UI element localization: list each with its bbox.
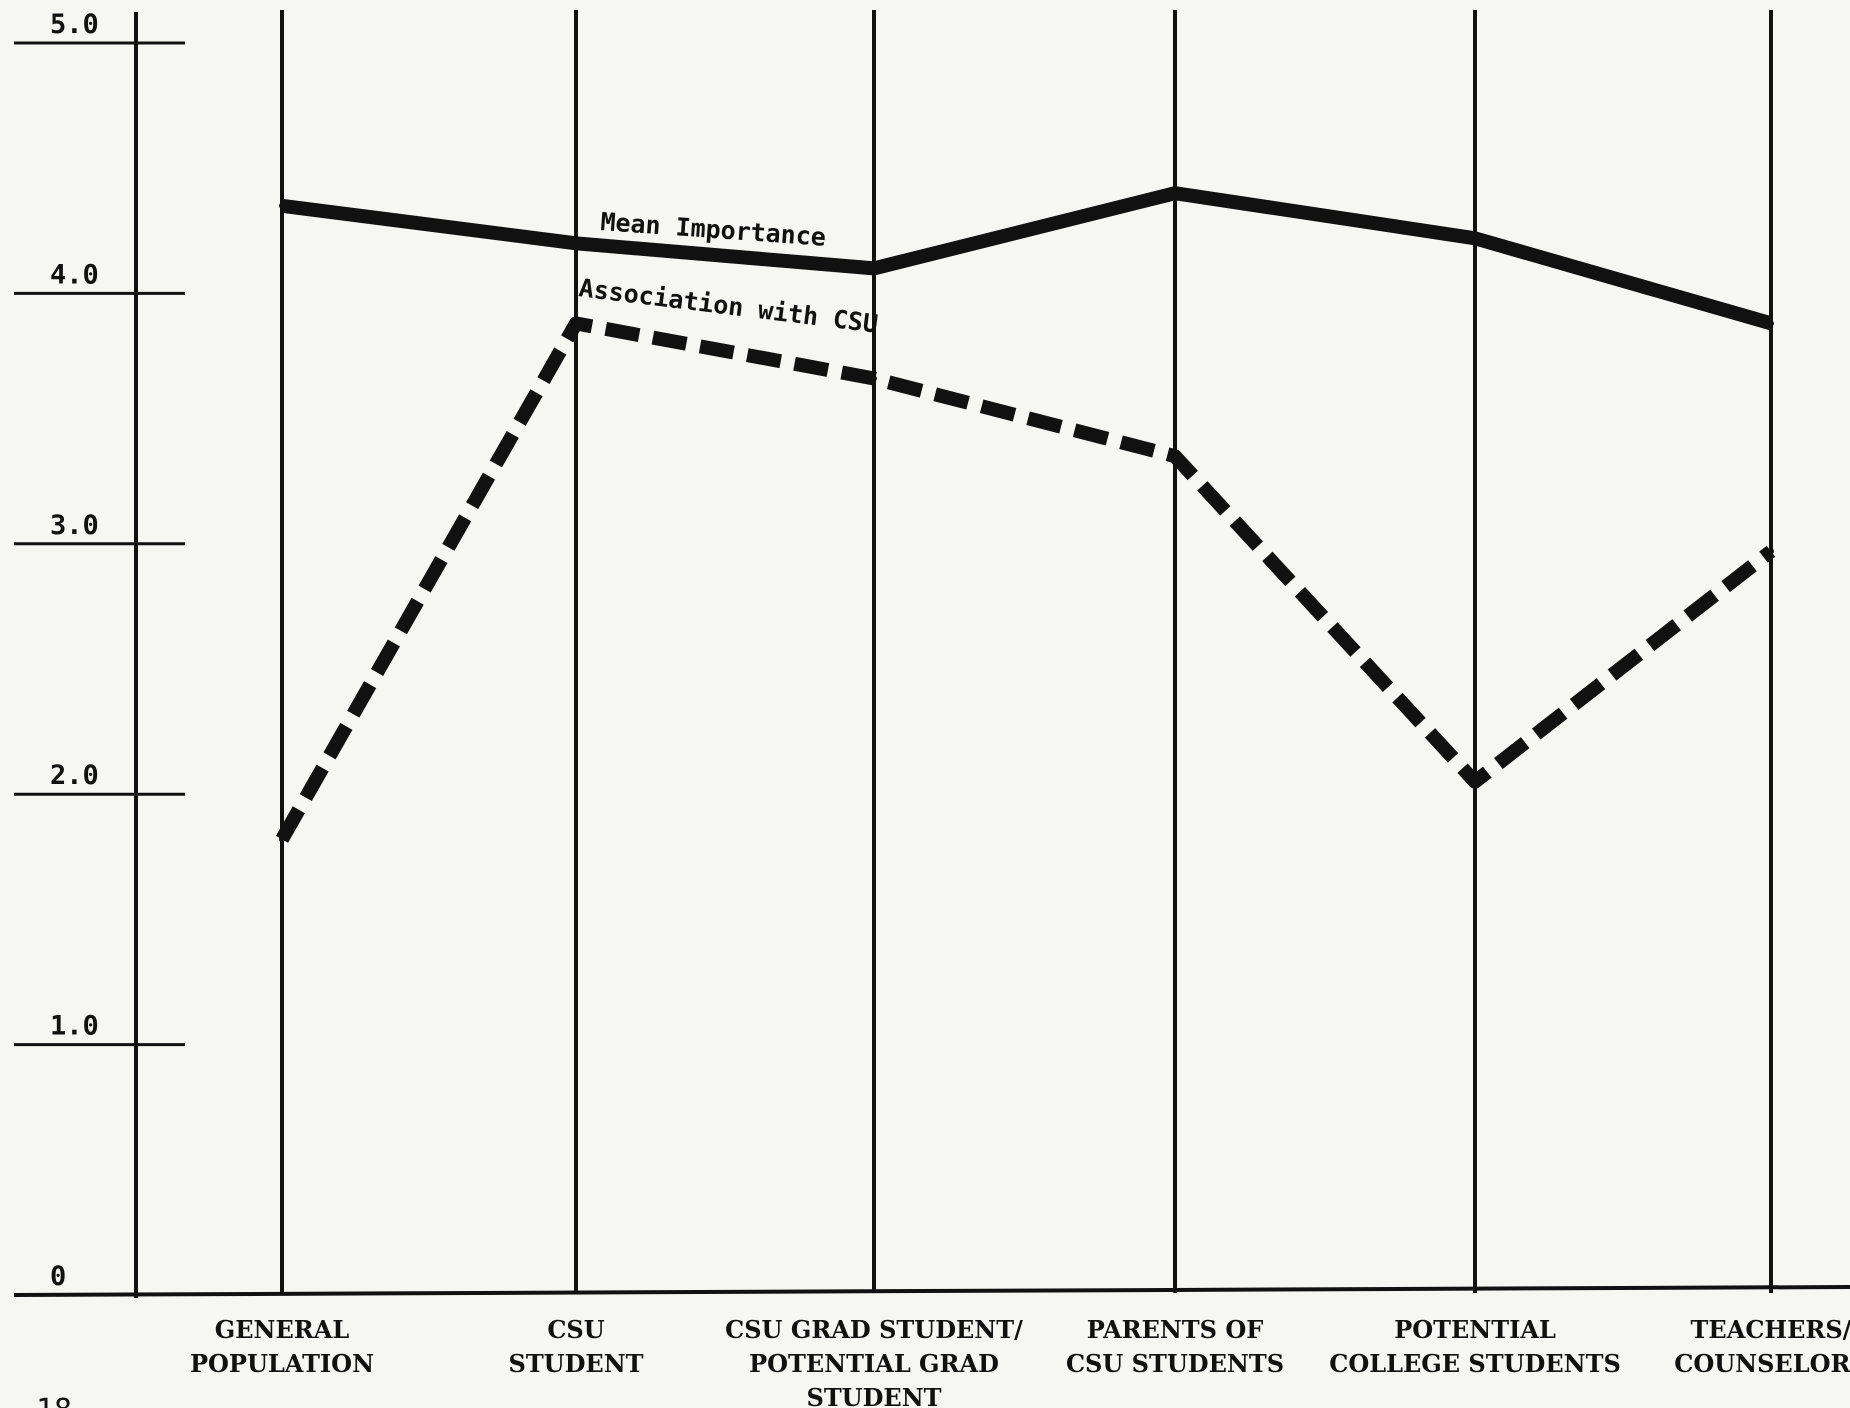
page-number: 18 (36, 1393, 72, 1408)
x-tick-label: CSU GRAD STUDENT/POTENTIAL GRAD STUDENT (725, 1315, 1023, 1408)
data-point (279, 836, 285, 843)
data-point (573, 320, 579, 327)
x-tick-label: TEACHERS/COUNSELORS (1674, 1315, 1850, 1378)
y-tick-label: 4.0 (50, 259, 99, 290)
data-point (871, 375, 877, 382)
y-tick-label: 0 (50, 1261, 66, 1292)
x-tick-label: POTENTIAL COLLEGE STUDENTS (1329, 1315, 1621, 1378)
y-tick-label: 5.0 (50, 9, 99, 40)
x-tick-label: CSU STUDENT (508, 1315, 643, 1378)
association-series-line (275, 316, 1776, 843)
data-point (1472, 235, 1478, 242)
data-point (1172, 190, 1178, 197)
data-point (1172, 453, 1178, 460)
data-point (1472, 778, 1478, 785)
x-tick-label: GENERAL POPULATION (190, 1315, 374, 1378)
data-point (279, 202, 285, 209)
x-axis-line (13, 1285, 1850, 1297)
data-point (1768, 320, 1774, 327)
y-tick-label: 3.0 (50, 510, 99, 541)
y-tick-label: 1.0 (50, 1011, 99, 1042)
data-point (1768, 548, 1774, 555)
data-point (573, 240, 579, 247)
y-tick-label: 2.0 (50, 760, 99, 791)
x-tick-label: PARENTS OF CSU STUDENTS (1066, 1315, 1284, 1378)
importance-series-line (281, 186, 1773, 331)
data-point (871, 265, 877, 272)
